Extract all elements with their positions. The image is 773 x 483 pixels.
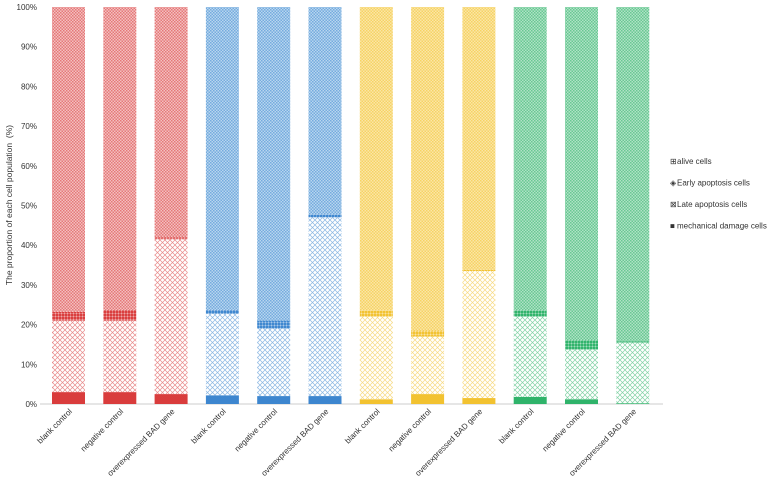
bar-segment-early [565,340,598,350]
bar-segment-late [308,217,342,397]
bar-segment-alive [565,7,598,341]
y-axis-ticks: 0% 10% 20% 30% 40% 50% 60% 70% 80% 90% 100% [17,3,37,409]
bar-segment-early [308,214,342,218]
y-tick-label: 90% [21,43,37,52]
bar-segment-late [462,271,496,399]
y-tick-label: 50% [21,202,37,211]
y-tick-label: 60% [21,162,37,171]
y-tick-label: 0% [25,400,37,409]
bar-segment-late [205,313,239,396]
x-tick-label: blank control [35,407,74,446]
bar-segment-late [616,342,650,404]
bar-segment-alive [52,7,85,312]
x-tick-label: blank control [497,407,536,446]
legend: ⊞ alive cells ◈ Early apoptosis cells ⊠ Late … [670,157,767,231]
bar-segment-alive [411,7,445,331]
bar-segment-damage [616,403,650,404]
bar-segment-damage [411,394,445,404]
y-tick-label: 20% [21,321,37,330]
legend-swatch: ⊠ [670,200,677,209]
legend-label: alive cells [677,157,712,166]
x-tick-label: negative control [233,407,279,453]
bar-segment-damage [205,395,239,404]
y-tick-label: 100% [17,3,37,12]
bar-segment-early [52,311,85,321]
bar-segment-early [205,309,239,314]
legend-swatch: ■ [670,222,675,231]
bar-segment-early [103,309,137,321]
bar-segment-alive [359,7,393,311]
bar-segment-damage [359,399,393,404]
bar-segment-late [513,316,547,397]
bar-segment-alive [154,7,188,238]
legend-swatch: ◈ [670,179,677,188]
x-tick-label: negative control [541,407,587,453]
y-axis-label: The proportion of each cell population (… [4,125,14,285]
bar-segment-damage [257,396,291,404]
bar-segment-early [616,341,650,343]
bar-segment-early [462,269,496,272]
bar-segment-late [257,328,291,397]
bar-segment-late [52,320,85,393]
bar-segment-early [257,320,291,329]
x-tick-label: blank control [343,407,382,446]
bar-segment-late [359,316,393,400]
bar-segment-late [103,320,137,393]
y-tick-label: 30% [21,281,37,290]
bar-segment-alive [513,7,547,311]
legend-swatch: ⊞ [670,157,677,166]
bar-segment-late [154,239,188,395]
y-tick-label: 10% [21,360,37,369]
x-tick-label: blank control [189,407,228,446]
bars [52,7,650,404]
x-tick-label: negative control [79,407,125,453]
bar-segment-damage [462,398,496,404]
bar-segment-damage [103,392,137,404]
bar-segment-damage [565,399,598,404]
legend-label: mechanical damage cells [677,222,767,231]
bar-segment-damage [154,394,188,404]
x-axis-ticks: blank control negative controloverexpress… [35,407,638,478]
bar-segment-damage [52,392,85,404]
y-tick-label: 70% [21,122,37,131]
y-tick-label: 40% [21,241,37,250]
bar-segment-early [513,310,547,317]
bar-segment-late [411,336,445,395]
y-tick-label: 80% [21,82,37,91]
legend-label: Late apoptosis cells [677,200,747,209]
bar-segment-alive [103,7,137,310]
bar-segment-alive [257,7,291,321]
bar-segment-alive [616,7,650,342]
bar-segment-damage [513,396,547,404]
bar-segment-early [359,310,393,317]
bar-segment-damage [308,396,342,404]
bar-segment-early [154,237,188,240]
bar-segment-alive [308,7,342,215]
bar-segment-early [411,330,445,337]
x-tick-label: negative control [387,407,433,453]
bar-segment-alive [205,7,239,310]
bar-segment-late [565,349,598,400]
legend-label: Early apoptosis cells [677,179,750,188]
bar-segment-alive [462,7,496,270]
